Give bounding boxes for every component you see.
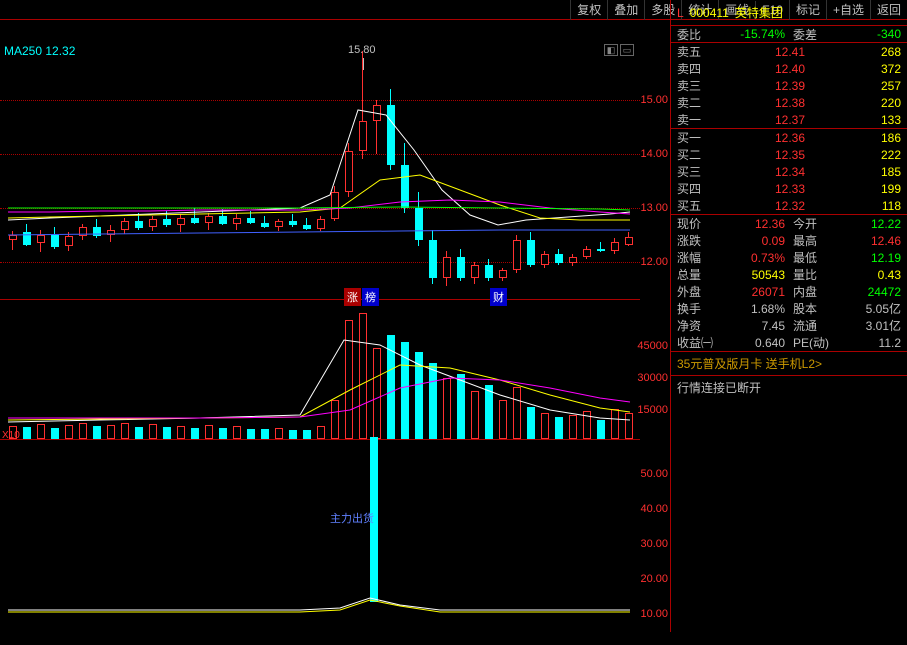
stat-row: 净资7.45流通3.01亿 xyxy=(671,317,907,334)
order-row: 买四12.33199 xyxy=(671,180,907,197)
stat-row: 现价12.36今开12.22 xyxy=(671,215,907,232)
promo-link[interactable]: 35元普及版月卡 送手机L2> xyxy=(671,352,907,376)
stats-section: 现价12.36今开12.22涨跌0.09最高12.46涨幅0.73%最低12.1… xyxy=(671,215,907,351)
stock-prefix: L xyxy=(677,6,684,20)
toolbar-叠加[interactable]: 叠加 xyxy=(607,0,644,20)
candlestick-chart[interactable]: 15.80涨榜财 xyxy=(0,40,640,300)
side-panel: L 000411 英特集团 委比 -15.74% 委差 -340 卖五12.41… xyxy=(670,0,907,632)
asks-section: 卖五12.41268卖四12.40372卖三12.39257卖二12.38220… xyxy=(671,43,907,128)
weibi-label: 委比 xyxy=(677,26,717,43)
price-axis: 15.0014.0013.0012.00 xyxy=(640,40,670,300)
order-row: 卖三12.39257 xyxy=(671,77,907,94)
main-chart-area: MA250 12.32 ◧ ▭ 15.80涨榜财 15.0014.0013.00… xyxy=(0,20,670,632)
order-row: 买五12.32118 xyxy=(671,197,907,214)
indicator-axis: 50.0040.0030.0020.0010.00 xyxy=(640,450,670,632)
order-row: 卖一12.37133 xyxy=(671,111,907,128)
connection-status: 行情连接已断开 xyxy=(671,376,907,399)
weibi-value: -15.74% xyxy=(717,27,793,41)
order-row: 买二12.35222 xyxy=(671,146,907,163)
stock-name: 英特集团 xyxy=(735,4,783,21)
stat-row: 外盘26071内盘24472 xyxy=(671,283,907,300)
order-row: 卖五12.41268 xyxy=(671,43,907,60)
stat-row: 换手1.68%股本5.05亿 xyxy=(671,300,907,317)
toolbar-复权[interactable]: 复权 xyxy=(570,0,607,20)
weicha-label: 委差 xyxy=(793,26,833,43)
volume-axis: 450003000015000 xyxy=(640,310,670,440)
order-row: 买一12.36186 xyxy=(671,129,907,146)
volume-chart[interactable] xyxy=(0,310,640,440)
weibi-row: 委比 -15.74% 委差 -340 xyxy=(671,26,907,43)
order-row: 买三12.34185 xyxy=(671,163,907,180)
stat-row: 收益㈠0.640PE(动)11.2 xyxy=(671,334,907,351)
stat-row: 涨跌0.09最高12.46 xyxy=(671,232,907,249)
indicator-chart[interactable]: 主力出货 xyxy=(0,450,640,632)
stat-row: 涨幅0.73%最低12.19 xyxy=(671,249,907,266)
order-row: 卖二12.38220 xyxy=(671,94,907,111)
stock-code: 000411 xyxy=(690,6,729,20)
weicha-value: -340 xyxy=(833,27,901,41)
stat-row: 总量50543量比0.43 xyxy=(671,266,907,283)
order-row: 卖四12.40372 xyxy=(671,60,907,77)
stock-header[interactable]: L 000411 英特集团 xyxy=(671,0,907,26)
bids-section: 买一12.36186买二12.35222买三12.34185买四12.33199… xyxy=(671,129,907,214)
